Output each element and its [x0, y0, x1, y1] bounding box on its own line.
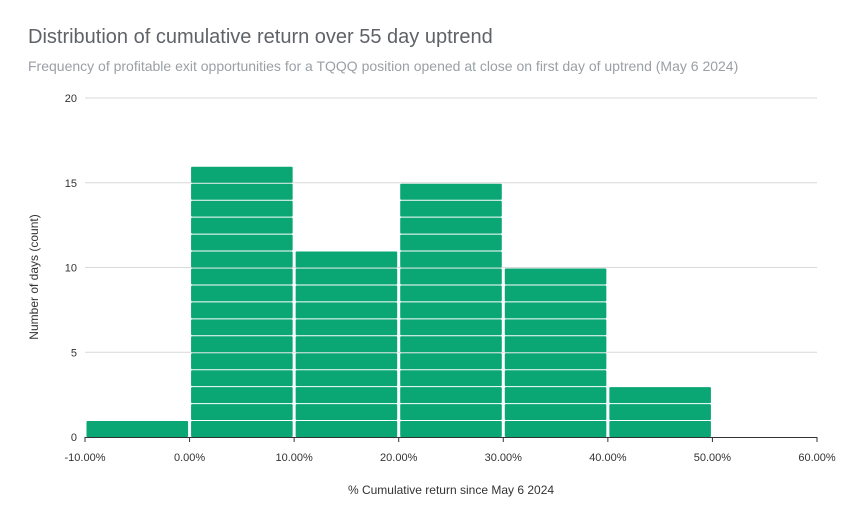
y-tick-label: 20: [65, 93, 77, 105]
bar-segment: [400, 302, 502, 319]
chart-title: Distribution of cumulative return over 5…: [28, 26, 493, 48]
histogram-bars: [86, 166, 711, 437]
bar-segment: [504, 387, 607, 404]
bar-segment: [400, 200, 502, 217]
bar-segment: [504, 268, 607, 285]
bar-segment: [504, 370, 607, 387]
bar-segment: [400, 387, 502, 404]
histogram-bar: [295, 251, 398, 437]
bar-segment: [295, 404, 398, 421]
histogram-bar: [86, 421, 189, 437]
histogram-bar: [191, 166, 293, 437]
bar-segment: [400, 404, 502, 421]
bar-segment: [191, 234, 293, 251]
bar-segment: [295, 421, 398, 437]
bar-segment: [609, 421, 711, 437]
y-tick-label: 15: [65, 178, 77, 190]
bar-segment: [504, 404, 607, 421]
x-tick-label: 50.00%: [694, 452, 732, 464]
histogram-bar: [609, 387, 711, 437]
bar-segment: [400, 251, 502, 268]
bar-segment: [191, 387, 293, 404]
bar-segment: [295, 285, 398, 302]
x-tick-label: 40.00%: [589, 452, 627, 464]
bar-segment: [191, 370, 293, 387]
bar-segment: [295, 370, 398, 387]
bar-segment: [504, 302, 607, 319]
bar-segment: [504, 336, 607, 353]
bar-segment: [191, 200, 293, 217]
y-tick-label: 10: [65, 263, 77, 275]
bar-segment: [400, 217, 502, 234]
bar-segment: [400, 319, 502, 336]
bar-segment: [86, 421, 189, 437]
bar-segment: [400, 421, 502, 437]
bar-segment: [295, 251, 398, 268]
x-tick-label: -10.00%: [65, 452, 106, 464]
bar-segment: [295, 387, 398, 404]
bar-segment: [191, 302, 293, 319]
bar-segment: [295, 268, 398, 285]
bar-segment: [400, 353, 502, 370]
bar-segment: [400, 234, 502, 251]
bar-segment: [400, 370, 502, 387]
bar-segment: [400, 183, 502, 200]
x-tick-label: 20.00%: [380, 452, 418, 464]
x-tick-label: 10.00%: [275, 452, 313, 464]
bar-segment: [191, 217, 293, 234]
x-axis: -10.00% 0.00% 10.00% 20.00% 30.00% 40.00% 50.0…: [65, 437, 836, 464]
bar-segment: [504, 421, 607, 437]
bar-segment: [504, 353, 607, 370]
bar-segment: [191, 166, 293, 183]
bar-segment: [191, 183, 293, 200]
bar-segment: [400, 336, 502, 353]
bar-segment: [191, 268, 293, 285]
bar-segment: [191, 319, 293, 336]
bar-segment: [295, 319, 398, 336]
bar-segment: [295, 336, 398, 353]
bar-segment: [191, 353, 293, 370]
bar-segment: [191, 336, 293, 353]
x-tick-label: 60.00%: [798, 452, 836, 464]
histogram-bar: [504, 268, 607, 437]
bar-segment: [191, 421, 293, 437]
bar-segment: [400, 268, 502, 285]
x-axis-label: % Cumulative return since May 6 2024: [348, 483, 554, 497]
bar-segment: [191, 251, 293, 268]
bar-segment: [295, 353, 398, 370]
y-tick-label: 5: [71, 347, 77, 359]
bar-segment: [400, 285, 502, 302]
x-tick-label: 30.00%: [485, 452, 523, 464]
bar-segment: [191, 285, 293, 302]
bar-segment: [504, 319, 607, 336]
bar-segment: [295, 302, 398, 319]
bar-segment: [609, 387, 711, 404]
chart-subtitle: Frequency of profitable exit opportuniti…: [28, 58, 739, 74]
bar-segment: [504, 285, 607, 302]
bar-segment: [609, 404, 711, 421]
histogram-bar: [400, 183, 502, 437]
x-tick-label: 0.00%: [174, 452, 205, 464]
y-tick-label: 0: [71, 432, 77, 444]
bar-segment: [191, 404, 293, 421]
y-axis-label: Number of days (count): [27, 214, 41, 339]
y-axis: 0 5 10 15 20: [65, 93, 77, 444]
